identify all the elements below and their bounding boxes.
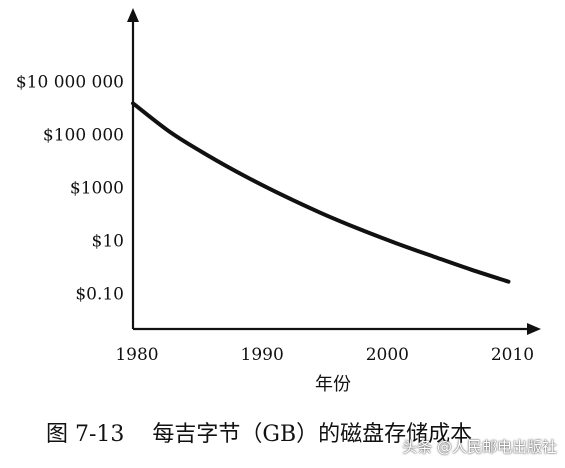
y-tick-label: $1000: [70, 179, 124, 199]
x-tick-label: 2000: [366, 345, 409, 365]
y-tick-label: $100 000: [43, 126, 124, 146]
y-axis-arrow: [127, 8, 139, 22]
x-tick-label: 1980: [115, 345, 158, 365]
chart: $0.10 $10 $1000 $100 000 $10 000 000 1980 199…: [16, 8, 541, 395]
axes: [127, 8, 541, 335]
series-group: [131, 101, 511, 284]
figure-caption: 图 7-13 每吉字节（GB）的磁盘存储成本: [46, 416, 472, 448]
y-axis-ticks: $0.10 $10 $1000 $100 000 $10 000 000: [16, 73, 124, 305]
y-tick-label: $10 000 000: [16, 73, 124, 93]
x-axis-title: 年份: [315, 374, 351, 395]
x-tick-label: 2010: [491, 345, 534, 365]
figure-caption-text: 每吉字节（GB）的磁盘存储成本: [152, 422, 473, 447]
x-axis-ticks: 1980 1990 2000 2010: [115, 345, 534, 365]
y-tick-label: $0.10: [75, 285, 124, 305]
watermark: 头条 @人民邮电出版社: [402, 438, 557, 456]
x-tick-label: 1990: [241, 345, 284, 365]
figure-number: 图 7-13: [46, 422, 125, 447]
x-axis-arrow: [527, 323, 541, 335]
series-line: [131, 101, 511, 284]
y-tick-label: $10: [92, 232, 124, 252]
